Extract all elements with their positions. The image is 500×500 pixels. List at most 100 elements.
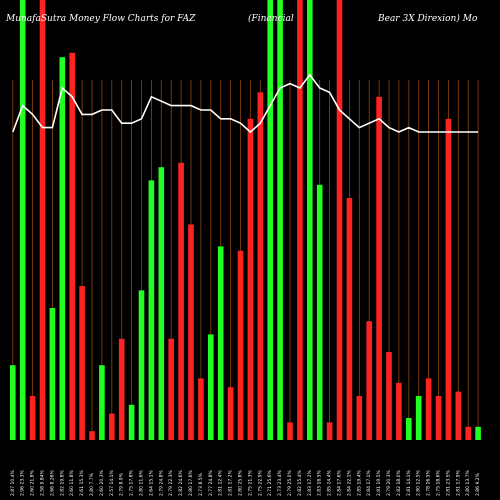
volume-bar bbox=[356, 396, 363, 440]
volume-bar bbox=[118, 338, 125, 440]
x-tick-label: 2.78 16.5% bbox=[426, 470, 432, 496]
chart-title-right: Bear 3X Direxion) Mo bbox=[377, 13, 478, 24]
mfi-series-line bbox=[12, 73, 479, 134]
volume-bar bbox=[406, 418, 412, 440]
volume-bar bbox=[39, 0, 46, 440]
volume-bar bbox=[188, 224, 194, 440]
x-tick-label: 2.64 15.1% bbox=[148, 470, 154, 496]
volume-bar bbox=[198, 378, 204, 440]
x-tick-label: 2.84 17.6% bbox=[337, 470, 343, 496]
x-tick-label: 2.81 12.4% bbox=[218, 470, 224, 496]
volume-bar bbox=[455, 391, 462, 440]
x-tick-label: 2.58 9.84% bbox=[40, 470, 46, 496]
volume-bar bbox=[277, 0, 283, 440]
x-tick-labels: 2.87 10.4% 2.96 23.3% 2.60 21.8% 2.58 9.84%… bbox=[10, 470, 481, 496]
volume-bar bbox=[227, 387, 234, 440]
x-tick-label: 2.87 10.4% bbox=[10, 470, 16, 496]
x-tick-label: 2.81 17.9% bbox=[455, 470, 461, 496]
volume-bar bbox=[49, 308, 56, 440]
x-tick-label: 2.80 25.8% bbox=[238, 470, 244, 496]
volume-bar bbox=[79, 286, 85, 440]
x-tick-label: 2.81 19.5% bbox=[376, 470, 382, 496]
volume-bar bbox=[346, 198, 353, 440]
x-tick-label: 2.83 17.2% bbox=[307, 470, 313, 496]
volume-bar bbox=[128, 404, 135, 440]
volume-bar bbox=[326, 422, 333, 440]
x-tick-label: 2.60 21.8% bbox=[30, 470, 36, 496]
chart-title-left: MunafaSutra Money Flow Charts for FAZ bbox=[5, 14, 196, 24]
volume-bar bbox=[59, 57, 66, 440]
volume-bar bbox=[138, 290, 145, 440]
volume-bar bbox=[99, 365, 105, 440]
x-tick-label: 2.79 25.0% bbox=[287, 470, 293, 496]
volume-bar bbox=[445, 118, 452, 441]
x-tick-label: 2.80 7.7% bbox=[89, 472, 95, 496]
x-tick-label: 2.83 18.5% bbox=[317, 470, 323, 496]
volume-bar bbox=[10, 365, 16, 440]
x-tick-label: 2.60 20.3% bbox=[99, 470, 105, 496]
x-tick-label: 2.71 25.6% bbox=[267, 470, 273, 496]
volume-bar bbox=[435, 396, 442, 440]
x-tick-label: 2.81 23.5% bbox=[445, 470, 451, 496]
volume-bar bbox=[366, 321, 372, 440]
x-tick-label: 2.77 24.8% bbox=[208, 470, 214, 496]
x-tick-label: 2.81 14.1% bbox=[406, 470, 412, 496]
volume-bar bbox=[237, 250, 244, 440]
volume-bar bbox=[267, 0, 273, 440]
x-tick-label: 2.60 11.8% bbox=[69, 470, 75, 496]
x-tick-label: 2.73 8.5% bbox=[198, 472, 204, 496]
x-tick-label: 2.82 15.4% bbox=[297, 470, 303, 496]
x-tick-label: 2.96 23.3% bbox=[20, 470, 26, 496]
x-tick-label: 2.79 24.8% bbox=[158, 470, 164, 496]
volume-bar bbox=[148, 180, 155, 440]
volume-bar bbox=[396, 382, 402, 440]
volume-bar bbox=[69, 52, 75, 441]
volume-bar bbox=[89, 431, 95, 440]
x-tick-label: 2.82 19.8% bbox=[59, 470, 65, 496]
x-tick-label: 2.80 12.5% bbox=[416, 470, 422, 496]
x-tick-label: 2.80 11.6% bbox=[139, 470, 145, 496]
volume-bar bbox=[297, 0, 303, 440]
volume-bar bbox=[475, 426, 481, 440]
volume-bar bbox=[316, 184, 323, 440]
volume-bar bbox=[208, 334, 214, 440]
x-tick-label: 2.84 17.1% bbox=[366, 470, 372, 496]
volume-bar bbox=[178, 162, 184, 441]
x-tick-label: 2.79 22.3% bbox=[168, 470, 174, 496]
volume-bar bbox=[386, 352, 392, 440]
x-tick-label: 2.75 17.8% bbox=[129, 470, 135, 496]
volume-bar bbox=[287, 422, 293, 440]
x-tick-label: 2.82 18.0% bbox=[396, 470, 402, 496]
volume-bar bbox=[415, 396, 422, 440]
volume-bar bbox=[257, 92, 264, 441]
volume-bar bbox=[168, 338, 174, 440]
x-tick-label: 2.84 22.1% bbox=[346, 470, 352, 496]
volume-bar bbox=[247, 118, 254, 441]
x-tick-label: 2.61 15.3% bbox=[79, 470, 85, 496]
x-tick-label: 2.79 20.3% bbox=[386, 470, 392, 496]
x-tick-label: 2.80 13.7% bbox=[465, 470, 471, 496]
x-tick-label: 2.75 18.6% bbox=[436, 470, 442, 496]
volume-bar bbox=[425, 378, 432, 440]
volume-bar bbox=[217, 246, 224, 440]
volume-bars bbox=[10, 0, 481, 441]
x-tick-label: 2.80 17.6% bbox=[188, 470, 194, 496]
x-tick-label: 2.75 21.3% bbox=[247, 470, 253, 496]
volume-bar bbox=[465, 426, 471, 440]
volume-bar bbox=[336, 0, 343, 440]
x-tick-label: 2.73 23.4% bbox=[277, 470, 283, 496]
volume-bar bbox=[376, 96, 382, 441]
volume-bar bbox=[19, 0, 26, 440]
x-tick-label: 2.66 8.26% bbox=[49, 470, 55, 496]
x-tick-label: 2.79 8.9% bbox=[119, 472, 125, 496]
chart-title-middle: (Financial bbox=[248, 13, 294, 24]
volume-bar bbox=[109, 413, 115, 440]
x-tick-label: 2.86 9.2% bbox=[475, 472, 481, 496]
x-tick-label: 2.81 17.2% bbox=[228, 470, 234, 496]
x-tick-label: 2.82 24.6% bbox=[178, 470, 184, 496]
x-tick-label: 2.85 19.4% bbox=[356, 470, 362, 496]
volume-bar bbox=[158, 167, 165, 440]
volume-bar bbox=[29, 396, 36, 440]
x-tick-label: 2.85 24.4% bbox=[327, 470, 333, 496]
